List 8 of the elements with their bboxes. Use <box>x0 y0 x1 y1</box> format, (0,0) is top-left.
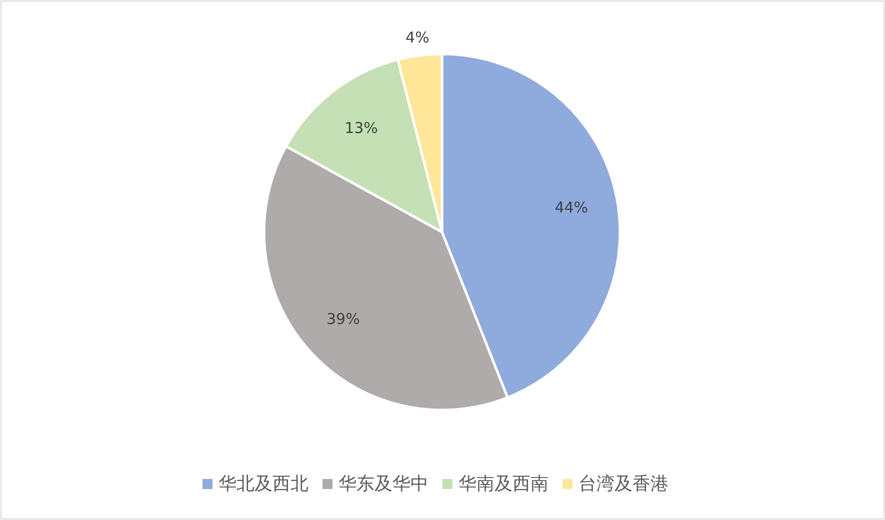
data-label: 44% <box>554 198 588 216</box>
legend-label: 台湾及香港 <box>578 474 668 494</box>
data-label: 13% <box>344 118 378 137</box>
legend-label: 华南及西南 <box>458 474 548 494</box>
data-label: 39% <box>326 310 360 328</box>
legend-label: 华东及华中 <box>338 474 428 494</box>
data-label: 4% <box>406 28 430 47</box>
legend-label: 华北及西北 <box>218 474 308 494</box>
